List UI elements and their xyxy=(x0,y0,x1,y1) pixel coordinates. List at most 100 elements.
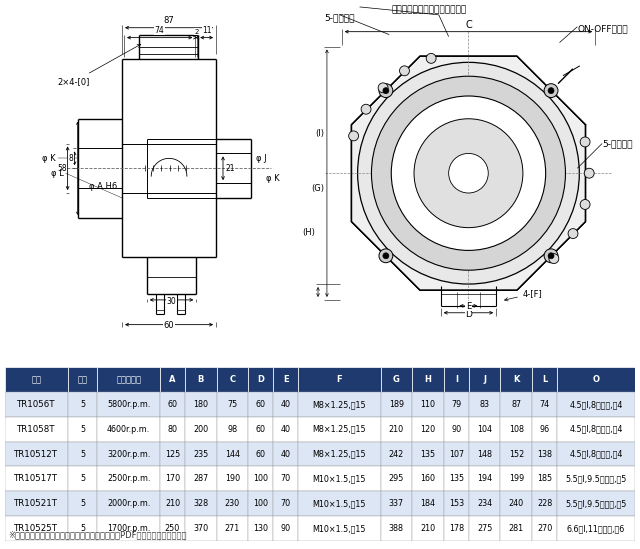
Text: 70: 70 xyxy=(281,499,291,508)
Bar xyxy=(412,417,444,442)
Bar xyxy=(248,467,273,491)
Text: 37: 37 xyxy=(422,157,432,166)
Circle shape xyxy=(548,88,554,93)
Text: 60: 60 xyxy=(168,400,177,409)
Circle shape xyxy=(544,249,558,263)
Bar xyxy=(298,417,381,442)
Bar xyxy=(381,467,412,491)
Text: 21: 21 xyxy=(226,164,236,173)
Bar xyxy=(298,467,381,491)
Text: TR1058T: TR1058T xyxy=(17,425,56,434)
Text: D: D xyxy=(257,376,264,384)
Text: M10×1.5,深15: M10×1.5,深15 xyxy=(313,499,366,508)
Text: D: D xyxy=(465,310,472,319)
Bar xyxy=(500,491,532,516)
Bar xyxy=(273,491,298,516)
Bar xyxy=(532,467,557,491)
Text: M10×1.5,深15: M10×1.5,深15 xyxy=(313,474,366,483)
Text: 60: 60 xyxy=(256,450,266,458)
Text: 5800r.p.m.: 5800r.p.m. xyxy=(107,400,150,409)
Bar xyxy=(500,367,532,392)
Text: J: J xyxy=(483,376,486,384)
Text: φ J: φ J xyxy=(255,154,266,163)
Text: 98: 98 xyxy=(227,425,237,434)
Text: 170: 170 xyxy=(165,474,180,483)
Bar xyxy=(216,367,248,392)
Text: 235: 235 xyxy=(193,450,209,458)
Text: TR10521T: TR10521T xyxy=(15,499,58,508)
Text: 107: 107 xyxy=(449,450,464,458)
Bar xyxy=(500,392,532,417)
Bar xyxy=(68,417,97,442)
Bar xyxy=(273,442,298,467)
Text: 5.5キl,9.5ザグリ,深5: 5.5キl,9.5ザグリ,深5 xyxy=(565,499,627,508)
Text: I: I xyxy=(455,376,458,384)
Text: TR10525T: TR10525T xyxy=(15,524,58,533)
Bar xyxy=(97,392,160,417)
Text: 250: 250 xyxy=(165,524,180,533)
Bar xyxy=(298,442,381,467)
Text: 96: 96 xyxy=(540,425,550,434)
Bar xyxy=(298,491,381,516)
Bar xyxy=(469,442,500,467)
Bar xyxy=(185,367,216,392)
Bar xyxy=(444,491,469,516)
Bar xyxy=(185,442,216,467)
Bar xyxy=(500,417,532,442)
Circle shape xyxy=(414,119,523,228)
Bar xyxy=(273,516,298,541)
Bar xyxy=(5,516,68,541)
Text: 152: 152 xyxy=(509,450,524,458)
Text: 79: 79 xyxy=(451,400,461,409)
Text: 210: 210 xyxy=(165,499,180,508)
Bar xyxy=(5,392,68,417)
Text: TR10512T: TR10512T xyxy=(15,450,58,458)
Circle shape xyxy=(580,199,590,209)
Text: ON-OFFレバー: ON-OFFレバー xyxy=(577,25,628,33)
Text: A: A xyxy=(169,376,176,384)
Bar xyxy=(381,417,412,442)
Bar xyxy=(248,516,273,541)
Text: 108: 108 xyxy=(509,425,524,434)
Text: 210: 210 xyxy=(420,524,436,533)
Bar xyxy=(500,516,532,541)
Text: 90: 90 xyxy=(451,425,461,434)
Bar xyxy=(160,516,185,541)
Circle shape xyxy=(548,253,554,259)
Circle shape xyxy=(580,137,590,147)
Bar xyxy=(185,392,216,417)
Bar xyxy=(160,392,185,417)
Bar xyxy=(381,392,412,417)
Text: K: K xyxy=(513,376,520,384)
Bar xyxy=(381,367,412,392)
Text: 242: 242 xyxy=(388,450,404,458)
Circle shape xyxy=(544,83,558,98)
Text: C: C xyxy=(465,20,472,30)
Text: 120: 120 xyxy=(420,425,436,434)
Text: 160: 160 xyxy=(420,474,436,483)
Bar xyxy=(5,367,68,392)
Circle shape xyxy=(549,254,559,264)
Text: 1700r.p.m.: 1700r.p.m. xyxy=(107,524,150,533)
Text: 189: 189 xyxy=(389,400,404,409)
Text: 4.5キl,8ザグリ,深4: 4.5キl,8ザグリ,深4 xyxy=(570,450,623,458)
Bar xyxy=(381,516,412,541)
Text: 4600r.p.m.: 4600r.p.m. xyxy=(107,425,150,434)
Text: 130: 130 xyxy=(253,524,268,533)
Bar xyxy=(557,491,635,516)
Text: L: L xyxy=(542,376,547,384)
Circle shape xyxy=(449,153,488,193)
Bar xyxy=(248,491,273,516)
Text: 型式: 型式 xyxy=(31,376,42,384)
Text: φ B: φ B xyxy=(404,147,422,165)
Bar xyxy=(532,491,557,516)
Bar xyxy=(532,516,557,541)
Bar xyxy=(444,467,469,491)
Text: 60: 60 xyxy=(256,425,266,434)
Text: 8: 8 xyxy=(69,154,74,163)
Circle shape xyxy=(379,249,393,263)
Text: 60: 60 xyxy=(256,400,266,409)
Bar xyxy=(557,516,635,541)
Text: φ K: φ K xyxy=(266,173,279,183)
Bar xyxy=(557,392,635,417)
